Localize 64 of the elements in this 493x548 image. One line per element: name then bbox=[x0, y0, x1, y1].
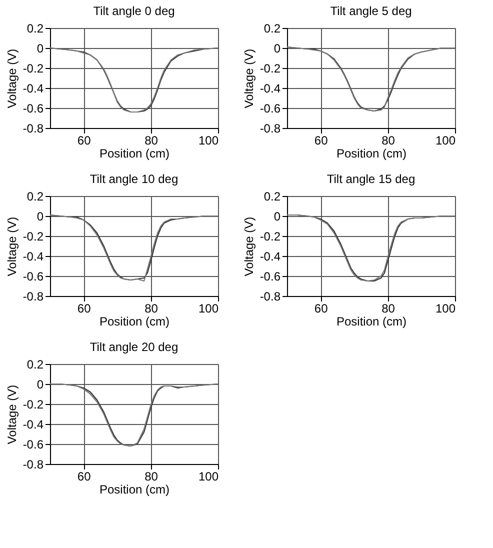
y-tick-label: 0 bbox=[274, 42, 281, 56]
x-tick-label: 60 bbox=[314, 134, 328, 148]
y-tick-label: 0 bbox=[274, 210, 281, 224]
y-tick-label: 0 bbox=[36, 378, 44, 392]
y-tick-label: -0.2 bbox=[22, 398, 44, 412]
chart-title: Tilt angle 20 deg bbox=[90, 340, 178, 354]
y-tick-label: 0.2 bbox=[26, 22, 44, 36]
x-tick-label: 80 bbox=[144, 134, 158, 148]
y-tick-label: 0.2 bbox=[264, 22, 281, 36]
x-tick-label: 60 bbox=[77, 302, 92, 316]
y-axis-title: Voltage (V) bbox=[4, 384, 19, 444]
y-tick-label: -0.8 bbox=[22, 122, 44, 136]
x-tick-label: 80 bbox=[144, 302, 158, 316]
y-tick-label: 0 bbox=[36, 42, 44, 56]
x-tick-label: 60 bbox=[314, 302, 328, 316]
y-tick-label: -0.6 bbox=[22, 270, 44, 284]
line-series bbox=[287, 214, 455, 282]
x-tick-label: 80 bbox=[144, 470, 158, 484]
y-axis-title: Voltage (V) bbox=[242, 216, 256, 276]
y-tick-label: -0.4 bbox=[260, 82, 281, 96]
y-tick-label: 0.2 bbox=[264, 190, 281, 204]
x-tick-label: 60 bbox=[77, 470, 92, 484]
y-tick-label: -0.6 bbox=[260, 102, 281, 116]
y-tick-label: 0 bbox=[36, 210, 44, 224]
y-tick-label: -0.4 bbox=[22, 82, 44, 96]
y-axis-title: Voltage (V) bbox=[4, 48, 19, 108]
y-tick-label: -0.2 bbox=[22, 62, 44, 76]
y-tick-label: 0.2 bbox=[26, 358, 44, 372]
chart-title: Tilt angle 15 deg bbox=[326, 172, 416, 186]
chart-title: Tilt angle 5 deg bbox=[330, 4, 412, 18]
chart-title: Tilt angle 10 deg bbox=[90, 172, 178, 186]
x-axis-title: Position (cm) bbox=[99, 482, 170, 496]
y-tick-label: -0.6 bbox=[22, 438, 44, 452]
y-tick-label: -0.8 bbox=[22, 458, 44, 472]
y-tick-label: -0.2 bbox=[260, 230, 281, 244]
line-series bbox=[50, 383, 218, 447]
x-axis-title: Position (cm) bbox=[99, 146, 170, 160]
y-axis-title: Voltage (V) bbox=[242, 48, 256, 108]
line-series bbox=[50, 47, 218, 113]
y-tick-label: 0.2 bbox=[26, 190, 44, 204]
y-tick-label: -0.8 bbox=[260, 290, 281, 304]
y-tick-label: -0.4 bbox=[22, 250, 44, 264]
x-tick-label: 100 bbox=[198, 302, 219, 316]
x-tick-label: 100 bbox=[198, 470, 219, 484]
x-axis-title: Position (cm) bbox=[336, 314, 407, 328]
x-tick-label: 100 bbox=[198, 134, 219, 148]
x-axis-title: Position (cm) bbox=[99, 314, 170, 328]
x-tick-label: 80 bbox=[382, 302, 396, 316]
x-tick-label: 80 bbox=[382, 134, 396, 148]
x-axis-title: Position (cm) bbox=[336, 146, 407, 160]
y-tick-label: -0.8 bbox=[22, 290, 44, 304]
y-tick-label: -0.4 bbox=[22, 418, 44, 432]
y-tick-label: -0.2 bbox=[260, 62, 281, 76]
x-tick-label: 100 bbox=[435, 134, 456, 148]
y-tick-label: -0.6 bbox=[22, 102, 44, 116]
y-tick-label: -0.8 bbox=[260, 122, 281, 136]
y-tick-label: -0.4 bbox=[260, 250, 281, 264]
line-series bbox=[287, 46, 455, 112]
y-axis-title: Voltage (V) bbox=[4, 216, 19, 276]
x-tick-label: 100 bbox=[435, 302, 456, 316]
y-tick-label: -0.2 bbox=[22, 230, 44, 244]
chart-title: Tilt angle 0 deg bbox=[93, 4, 175, 18]
x-tick-label: 60 bbox=[77, 134, 92, 148]
y-tick-label: -0.6 bbox=[260, 270, 281, 284]
